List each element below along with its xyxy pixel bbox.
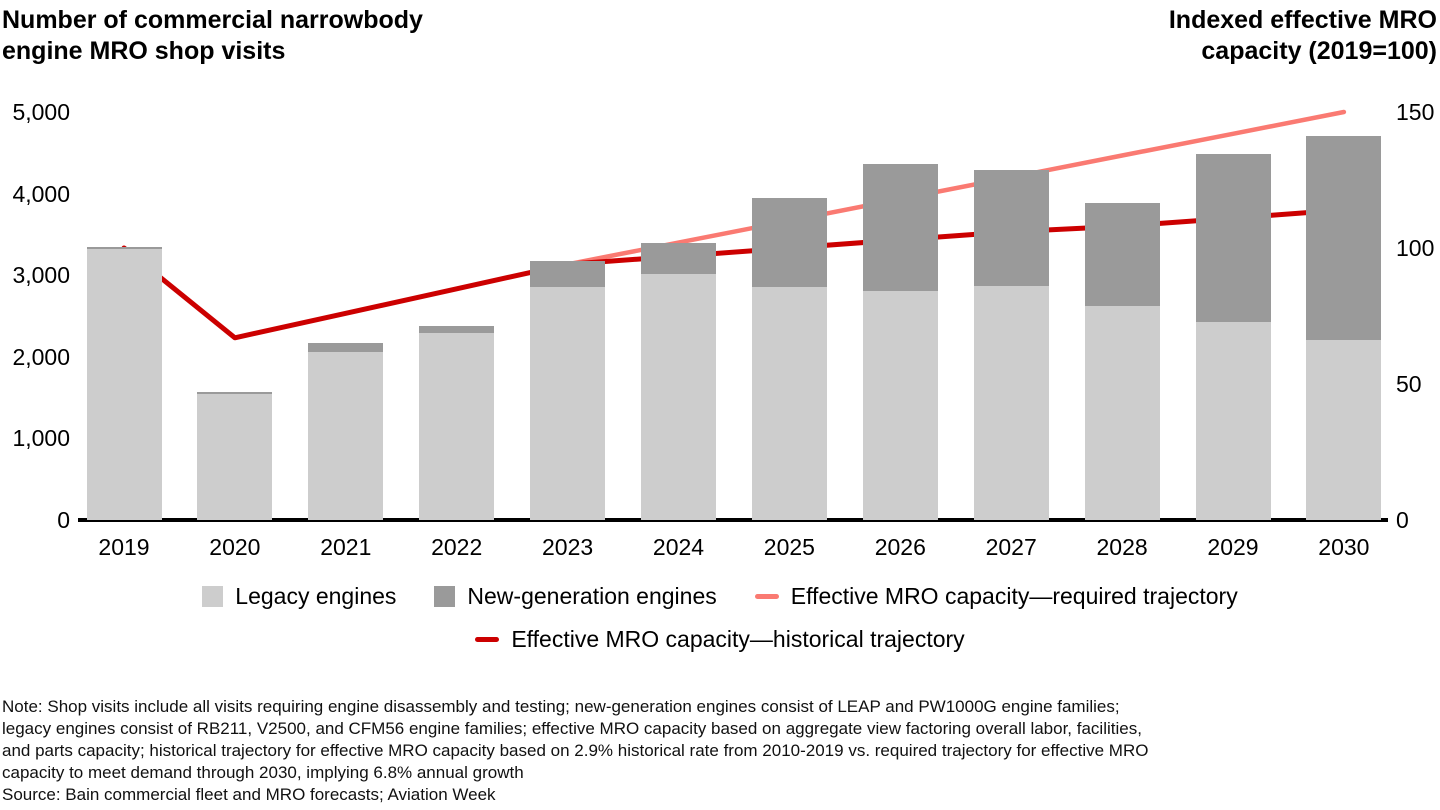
bar-newgen-2021 — [308, 342, 384, 352]
x-axis-label-2023: 2023 — [542, 534, 594, 560]
left-axis-title: Number of commercial narrowbody engine M… — [2, 5, 423, 67]
legend-label: New-generation engines — [467, 583, 717, 609]
legend-item: Legacy engines — [202, 583, 396, 610]
bar-newgen-2030 — [1306, 136, 1382, 340]
bar-newgen-2022 — [419, 325, 495, 334]
legend-item: New-generation engines — [434, 583, 717, 610]
legend-row-1: Legacy engines New-generation engines Effe… — [0, 583, 1440, 610]
bar-newgen-2025 — [751, 198, 827, 287]
bar-newgen-2026 — [862, 164, 938, 291]
footnote-block: Note: Shop visits include all visits req… — [2, 696, 1148, 806]
source-line: Source: Bain commercial fleet and MRO fo… — [2, 785, 496, 804]
right-axis-tick: 50 — [1396, 371, 1422, 397]
right-axis-tick: 100 — [1396, 235, 1435, 261]
x-axis-label-2021: 2021 — [320, 534, 372, 560]
right-title-line1: Indexed effective MRO — [1168, 6, 1437, 34]
bar-newgen-2028 — [1084, 202, 1160, 307]
legend-line-icon — [475, 637, 500, 642]
bar-newgen-2020 — [197, 391, 273, 394]
legend-item: Effective MRO capacity—required trajecto… — [754, 583, 1238, 610]
legend-swatch-icon — [202, 586, 224, 607]
left-axis-tick: 3,000 — [12, 262, 70, 289]
right-axis-title: Indexed effective MRO capacity (2019=100… — [1169, 5, 1437, 67]
x-axis-label-2020: 2020 — [209, 534, 261, 560]
legend-row-2: Effective MRO capacity—historical trajec… — [0, 626, 1440, 653]
x-axis-label-2024: 2024 — [652, 534, 705, 560]
left-title-line2: engine MRO shop visits — [2, 37, 286, 65]
x-axis-label-2022: 2022 — [431, 534, 483, 560]
x-axis-label-2027: 2027 — [985, 534, 1037, 560]
x-axis-label-2028: 2028 — [1096, 534, 1148, 560]
bar-newgen-2024 — [641, 242, 716, 274]
bar-legacy-2026 — [862, 290, 938, 520]
bar-legacy-2021 — [308, 351, 384, 520]
legend-label: Effective MRO capacity—historical trajec… — [511, 626, 965, 652]
left-axis-tick: 4,000 — [12, 180, 70, 207]
right-axis-tick: 150 — [1396, 99, 1435, 125]
bar-newgen-2023 — [530, 261, 606, 288]
x-axis-label-2019: 2019 — [98, 534, 150, 560]
x-axis-baseline — [78, 518, 1388, 522]
bar-legacy-2023 — [530, 287, 606, 520]
note-line: legacy engines consist of RB211, V2500, … — [2, 719, 1142, 738]
x-axis-label-2025: 2025 — [763, 534, 815, 560]
x-axis-label-2026: 2026 — [874, 534, 926, 560]
line-historical-trajectory — [121, 207, 1347, 341]
note-line: capacity to meet demand through 2030, im… — [2, 763, 524, 782]
bar-legacy-2024 — [641, 273, 716, 520]
note-line: and parts capacity; historical trajector… — [2, 741, 1149, 760]
bar-newgen-2029 — [1195, 154, 1271, 322]
x-axis-label-2030: 2030 — [1318, 534, 1370, 560]
bar-newgen-2027 — [973, 169, 1049, 286]
note-line: Note: Shop visits include all visits req… — [2, 697, 1120, 716]
left-title-line1: Number of commercial narrowbody — [2, 6, 423, 34]
bar-legacy-2019 — [86, 249, 162, 520]
legend-line-icon — [754, 594, 779, 599]
bar-legacy-2030 — [1306, 339, 1382, 520]
bar-legacy-2028 — [1084, 306, 1160, 520]
left-axis-tick: 5,000 — [12, 99, 70, 125]
right-title-line2: capacity (2019=100) — [1201, 37, 1437, 65]
x-axis-label-2029: 2029 — [1207, 534, 1259, 560]
right-axis-tick: 0 — [1396, 507, 1409, 533]
legend-label: Effective MRO capacity—required trajecto… — [790, 583, 1238, 609]
left-axis-tick: 0 — [57, 507, 70, 533]
legend-swatch-icon — [434, 586, 456, 607]
bar-legacy-2027 — [973, 285, 1049, 520]
legend-label: Legacy engines — [235, 583, 397, 609]
legend-item: Effective MRO capacity—historical trajec… — [475, 626, 965, 653]
bar-legacy-2020 — [197, 393, 273, 520]
left-axis-tick: 1,000 — [12, 425, 70, 452]
left-axis-tick: 2,000 — [12, 343, 70, 370]
bar-legacy-2022 — [419, 333, 495, 520]
bar-legacy-2025 — [751, 286, 827, 520]
bar-legacy-2029 — [1195, 321, 1271, 520]
bar-newgen-2019 — [86, 246, 162, 250]
